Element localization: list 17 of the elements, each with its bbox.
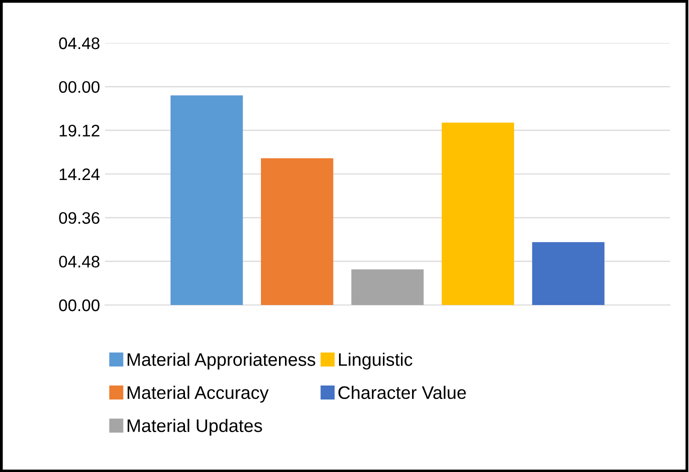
legend-label: Material Accuracy [128, 386, 269, 403]
text: 00.00 [59, 299, 100, 312]
bar [532, 242, 604, 305]
text: 04.48 [59, 37, 100, 50]
text: 00.00 [59, 81, 100, 93]
legend-label: Material Approriateness [128, 352, 316, 370]
text: 14.24 [60, 168, 100, 180]
text: 19.12 [60, 124, 100, 137]
legend-label: Character Value [338, 386, 466, 400]
bar [442, 122, 514, 305]
text: 04.48 [59, 256, 100, 268]
bar [170, 95, 243, 305]
bar [260, 158, 334, 305]
bar [351, 269, 424, 305]
legend-label: Material Updates [128, 418, 262, 436]
legend-label: Linguistic [339, 352, 412, 370]
text: 09.36 [59, 212, 100, 224]
